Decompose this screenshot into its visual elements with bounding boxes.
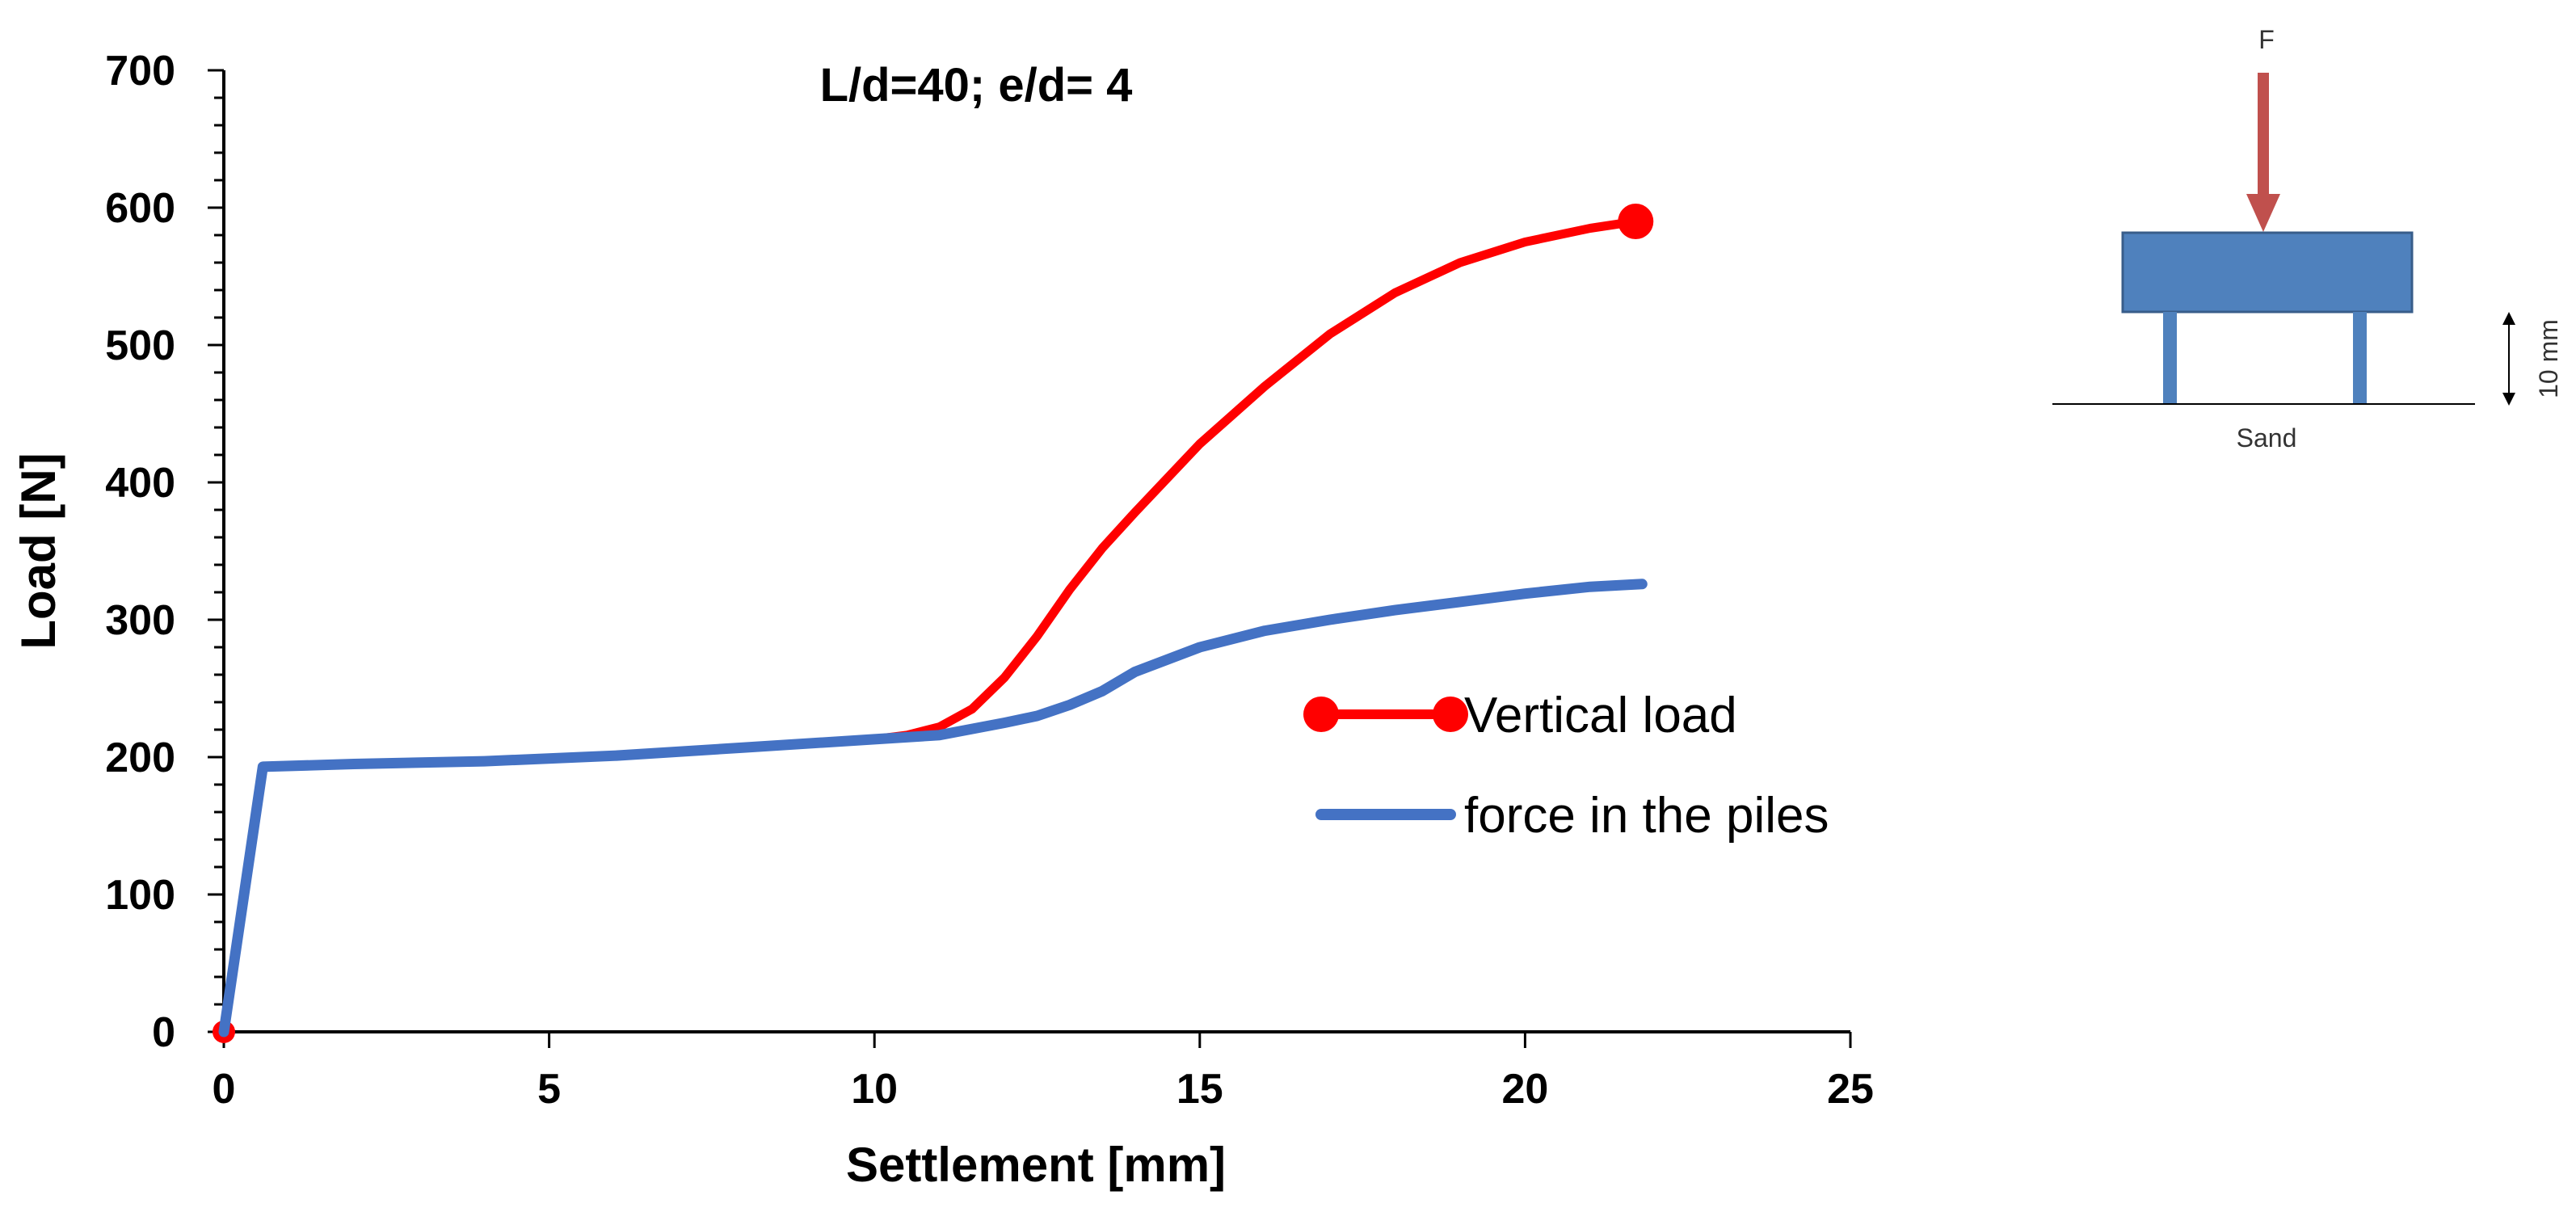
- dimension-label: 10 mm: [2534, 319, 2563, 398]
- x-tick-label: 25: [1827, 1066, 1874, 1113]
- right-pile: [2353, 312, 2367, 404]
- y-tick-label: 100: [105, 872, 175, 919]
- legend: Vertical load force in the piles: [1303, 688, 1829, 844]
- series-line-vertical-load: [219, 217, 1640, 1037]
- tick-marks: [208, 69, 1852, 1048]
- legend-item-vertical-load: Vertical load: [1303, 688, 1737, 743]
- x-tick-label: 0: [213, 1066, 236, 1113]
- series-layer: [213, 204, 1654, 1043]
- legend-label-vertical-load: Vertical load: [1464, 688, 1737, 743]
- y-axis-title: Load [N]: [11, 452, 65, 649]
- left-pile: [2163, 312, 2177, 404]
- force-arrow-shaft: [2258, 73, 2269, 194]
- x-axis-title: Settlement [mm]: [846, 1138, 1226, 1192]
- x-tick-label: 10: [851, 1066, 898, 1113]
- x-tick-label: 20: [1501, 1066, 1548, 1113]
- x-tick-label: 15: [1176, 1066, 1223, 1113]
- ground-label: Sand: [2237, 423, 2297, 452]
- force-arrow-head: [2246, 194, 2280, 232]
- pile-cap-inset-diagram: F Sand 10 mm: [2052, 25, 2563, 452]
- chart-title: L/d=40; e/d= 4: [820, 59, 1133, 112]
- force-label: F: [2258, 25, 2275, 54]
- x-tick-label: 5: [537, 1066, 561, 1113]
- tick-labels: 0 100 200 300 400 500 600 700 0 5 10 15 20 25: [105, 48, 1874, 1113]
- legend-marker-start: [1303, 697, 1339, 732]
- series-marker-end: [1618, 204, 1654, 239]
- legend-marker-end: [1433, 697, 1468, 732]
- y-tick-label: 500: [105, 322, 175, 369]
- y-tick-label: 400: [105, 460, 175, 507]
- y-tick-label: 200: [105, 734, 175, 781]
- y-tick-label: 600: [105, 185, 175, 232]
- pile-cap: [2121, 231, 2414, 314]
- y-tick-label: 300: [105, 597, 175, 644]
- y-tick-label: 0: [152, 1009, 175, 1056]
- legend-item-force-in-piles: force in the piles: [1315, 788, 1829, 844]
- series-line-force-in-piles: [218, 579, 1648, 1038]
- y-tick-label: 700: [105, 48, 175, 95]
- legend-label-force-in-piles: force in the piles: [1464, 788, 1829, 844]
- dimension-arrow-bottom: [2502, 393, 2515, 406]
- dimension-arrow-top: [2502, 312, 2515, 325]
- axes: [222, 70, 1850, 1033]
